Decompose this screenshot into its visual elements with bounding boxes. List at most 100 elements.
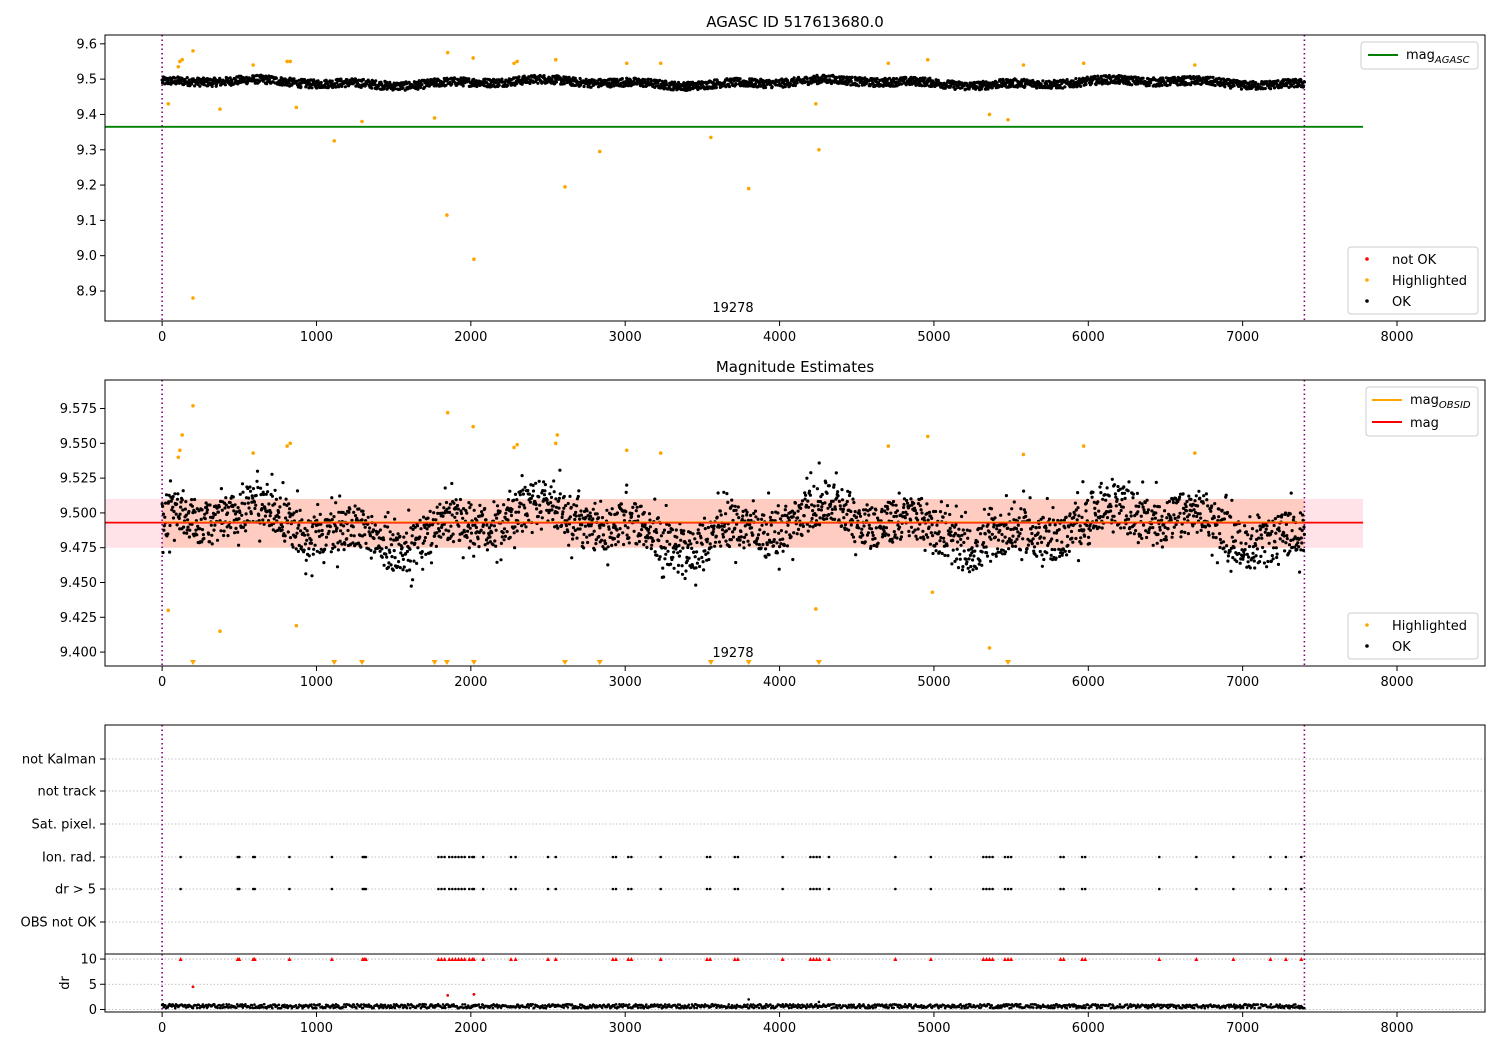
ok-point bbox=[802, 514, 806, 518]
ok-point bbox=[849, 523, 853, 527]
ok-point bbox=[420, 83, 424, 87]
ok-point bbox=[341, 532, 345, 536]
ok-point bbox=[655, 553, 659, 558]
ok-point bbox=[645, 545, 649, 550]
ok-point bbox=[1013, 540, 1017, 544]
ok-point bbox=[1155, 541, 1159, 545]
highlighted-point bbox=[191, 296, 195, 300]
ok-point bbox=[657, 539, 661, 543]
ok-point bbox=[1112, 74, 1116, 78]
ok-point bbox=[949, 530, 953, 534]
ok-point bbox=[1065, 534, 1070, 539]
ok-point bbox=[580, 523, 584, 527]
ok-point bbox=[404, 82, 409, 86]
ok-point bbox=[538, 503, 542, 507]
ok-point bbox=[719, 544, 723, 548]
ok-point bbox=[1030, 542, 1034, 546]
ok-point bbox=[221, 78, 225, 82]
ok-point bbox=[887, 533, 891, 537]
ok-point bbox=[838, 504, 842, 508]
ok-point bbox=[1019, 507, 1023, 511]
ok-point bbox=[593, 548, 597, 552]
ok-point bbox=[833, 507, 838, 511]
ok-point bbox=[682, 529, 686, 533]
ok-point bbox=[1099, 74, 1103, 78]
ok-point bbox=[1009, 538, 1013, 542]
ok-point bbox=[560, 515, 564, 520]
ok-point bbox=[1076, 506, 1080, 510]
panel-1-x-axis: 0 1000 2000 3000 4000 5000 6000 7000 8000 bbox=[158, 321, 1414, 345]
ok-point bbox=[945, 504, 950, 508]
ok-point bbox=[569, 505, 573, 509]
ok-point bbox=[907, 529, 911, 534]
ok-point bbox=[1124, 514, 1128, 518]
ok-point bbox=[889, 511, 893, 515]
ok-point bbox=[509, 513, 514, 518]
ok-point bbox=[353, 514, 358, 518]
ok-point bbox=[449, 524, 453, 528]
ok-point bbox=[453, 515, 457, 519]
ok-point bbox=[465, 535, 469, 540]
ok-point bbox=[635, 505, 639, 509]
ok-point bbox=[1024, 550, 1028, 555]
legend-highlighted-label: Highlighted bbox=[1392, 274, 1467, 289]
ok-point bbox=[724, 529, 729, 533]
ok-point bbox=[1042, 557, 1046, 562]
ok-point bbox=[760, 517, 764, 521]
ok-point bbox=[749, 513, 753, 518]
ok-point bbox=[935, 523, 939, 527]
ok-point bbox=[940, 551, 944, 556]
ok-point bbox=[1135, 491, 1139, 495]
ok-point bbox=[450, 481, 454, 486]
ok-point bbox=[873, 536, 877, 541]
ok-point bbox=[738, 77, 742, 81]
ok-point bbox=[1090, 81, 1094, 85]
ok-point bbox=[303, 542, 307, 546]
ok-point bbox=[392, 549, 396, 553]
ok-point bbox=[759, 546, 763, 550]
ok-point bbox=[213, 512, 217, 517]
ok-point bbox=[1036, 531, 1040, 535]
ok-point bbox=[1160, 514, 1164, 518]
ok-point bbox=[391, 533, 395, 537]
ok-point bbox=[287, 502, 291, 506]
ok-point bbox=[815, 487, 820, 491]
x-tick-label: 5000 bbox=[917, 330, 950, 345]
ok-point bbox=[742, 535, 747, 540]
ok-point bbox=[315, 86, 319, 90]
ok-point bbox=[884, 526, 889, 530]
ok-point bbox=[176, 492, 180, 496]
ok-point bbox=[861, 533, 865, 537]
ok-point bbox=[240, 513, 244, 517]
ok-point bbox=[339, 529, 343, 533]
ok-point bbox=[902, 505, 906, 510]
ok-point bbox=[777, 567, 781, 571]
ok-point bbox=[696, 528, 700, 532]
ok-point bbox=[539, 510, 543, 514]
ok-point bbox=[982, 541, 986, 545]
ok-point bbox=[876, 541, 880, 545]
ok-point bbox=[389, 537, 393, 541]
ok-point bbox=[881, 84, 885, 88]
ok-point bbox=[523, 506, 527, 510]
ok-point bbox=[609, 82, 613, 86]
ok-point bbox=[478, 503, 482, 507]
highlighted-point bbox=[925, 57, 930, 62]
ok-point bbox=[278, 496, 282, 500]
ok-point bbox=[500, 535, 504, 539]
ok-point bbox=[571, 533, 575, 537]
ok-point bbox=[524, 525, 528, 529]
ok-point bbox=[467, 77, 471, 81]
ok-point bbox=[959, 543, 963, 547]
ok-point bbox=[968, 529, 972, 533]
ok-point bbox=[1112, 483, 1117, 487]
ok-point bbox=[552, 479, 556, 483]
ok-point bbox=[591, 507, 595, 511]
ok-point bbox=[742, 546, 746, 550]
ok-point bbox=[742, 540, 746, 544]
ok-point bbox=[330, 79, 334, 83]
ok-point bbox=[653, 81, 657, 85]
ok-point bbox=[255, 469, 260, 473]
ok-point bbox=[795, 532, 799, 536]
ok-point bbox=[642, 543, 646, 547]
